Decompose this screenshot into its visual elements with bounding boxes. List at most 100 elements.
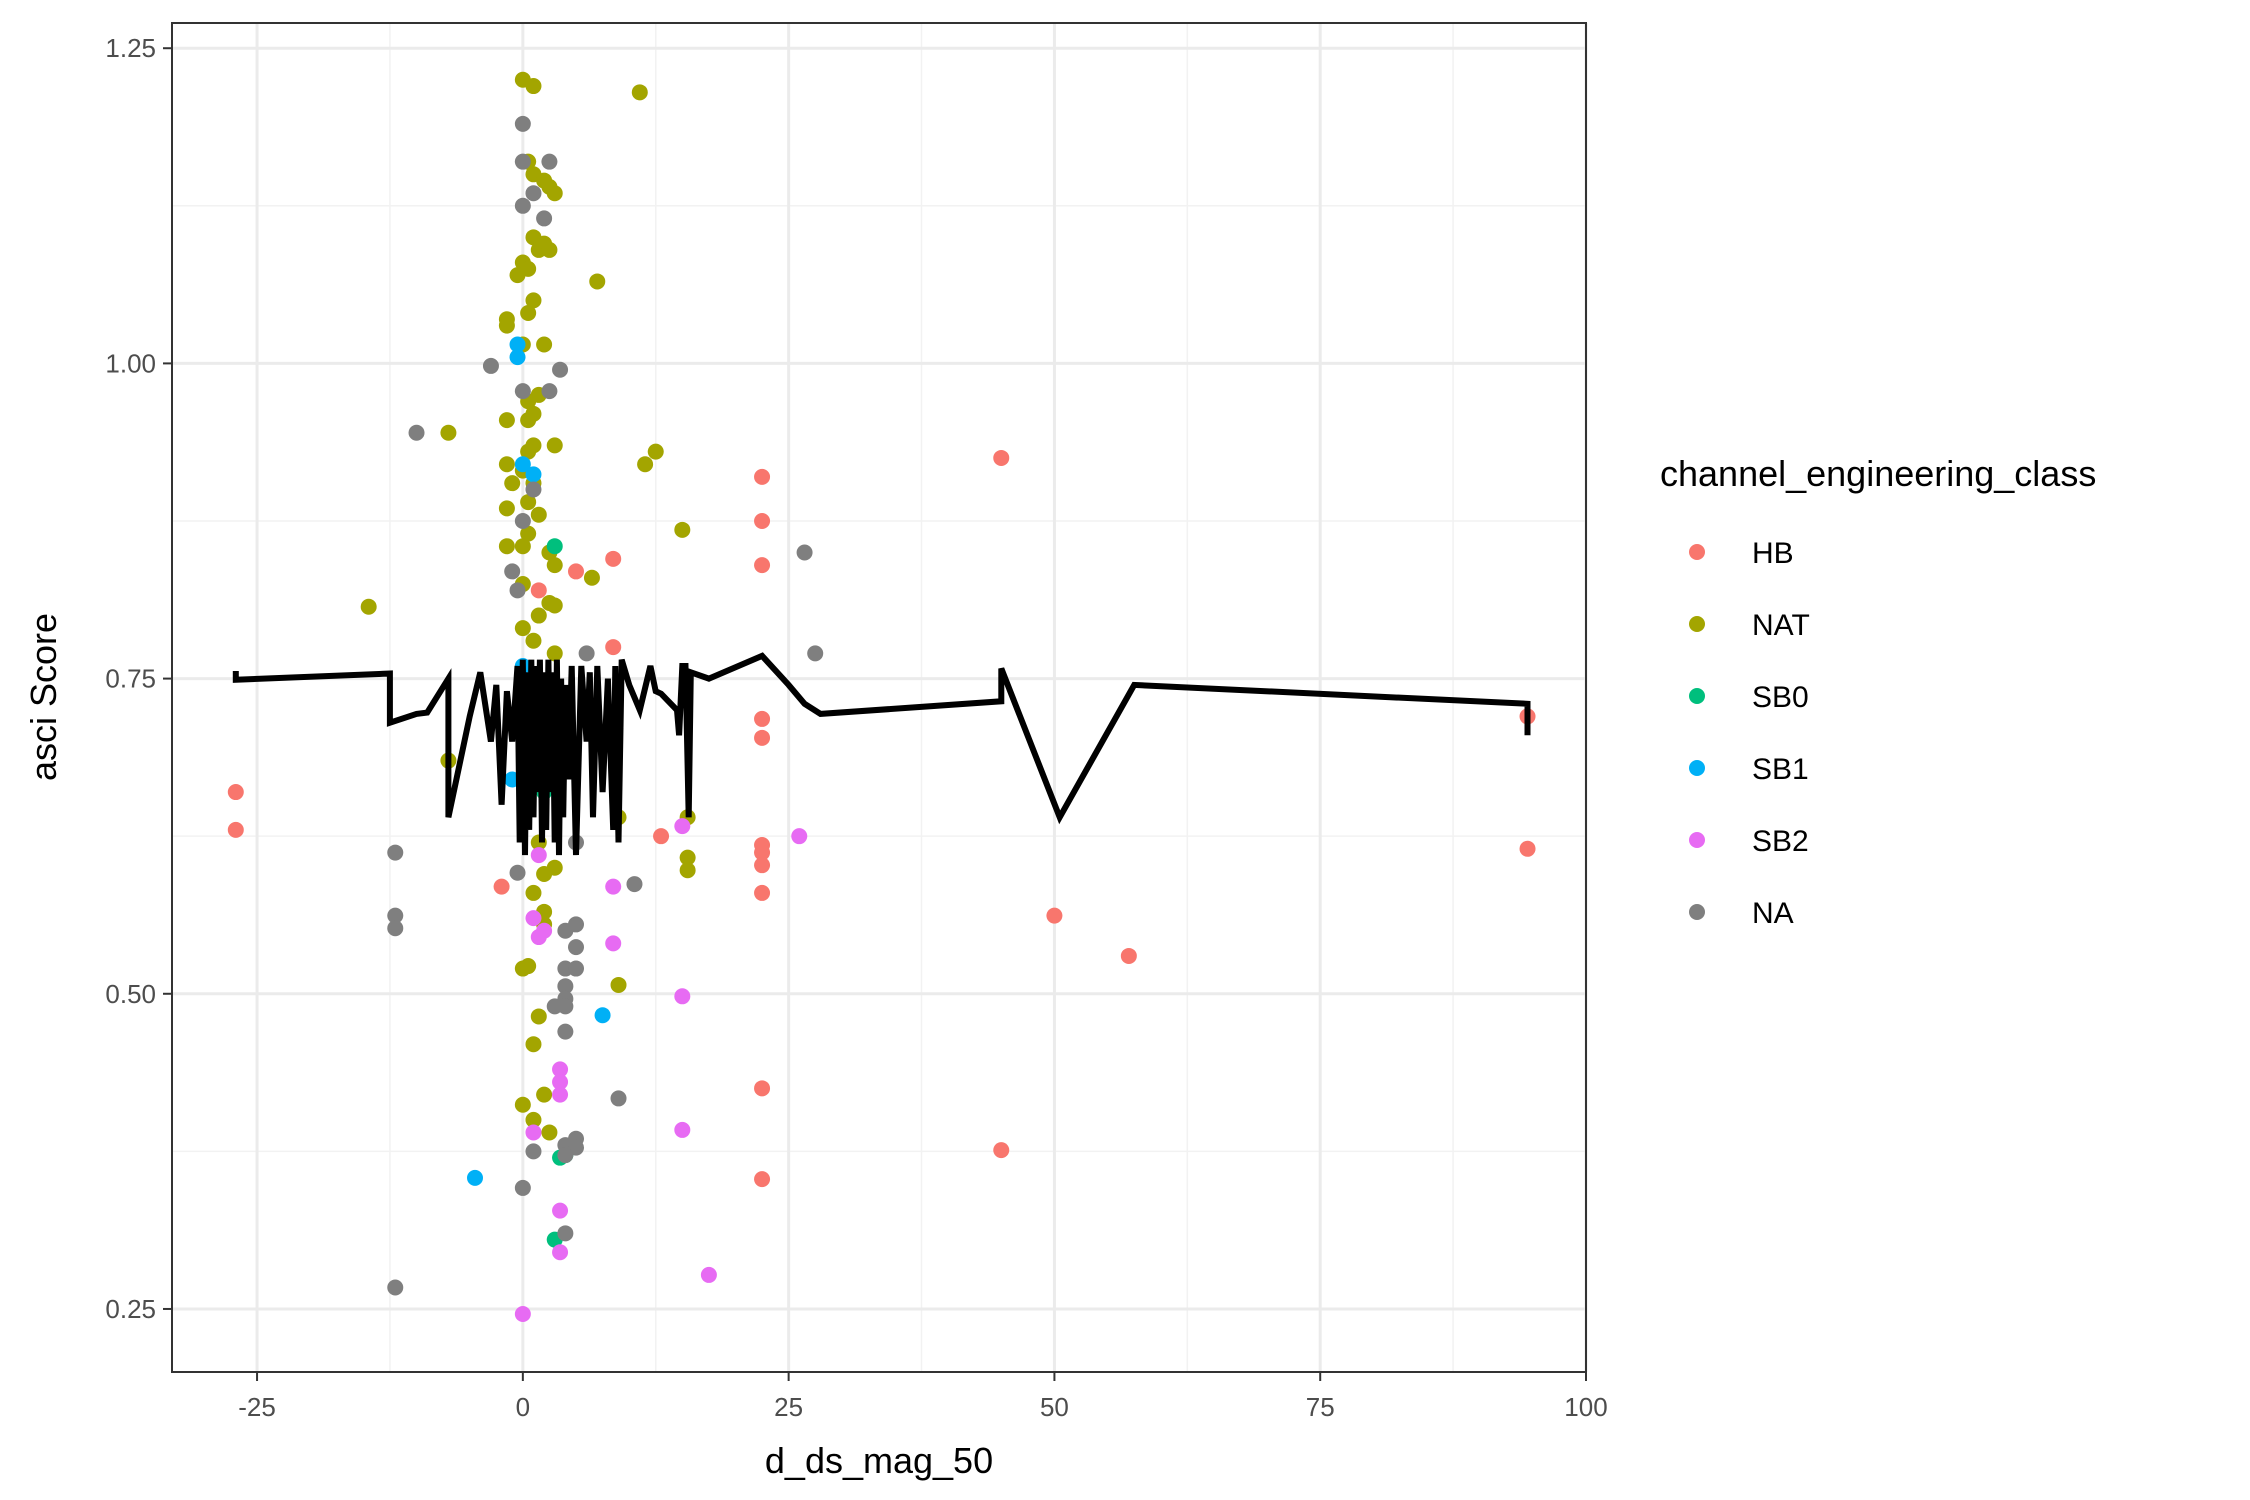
data-point — [605, 550, 622, 567]
data-point — [791, 828, 808, 845]
data-point — [552, 1074, 569, 1091]
legend-key-nat — [1689, 616, 1705, 632]
data-point — [568, 563, 584, 580]
legend-label-sb2: SB2 — [1752, 825, 1809, 858]
data-point — [1046, 907, 1063, 924]
data-point — [509, 582, 526, 599]
data-point — [631, 84, 648, 101]
data-point — [568, 960, 584, 977]
x-tick-label: 100 — [1564, 1392, 1607, 1422]
legend-label-na: NA — [1752, 897, 1794, 930]
y-tick-label: 1.00 — [105, 348, 156, 378]
data-point — [525, 185, 542, 202]
data-point — [653, 828, 670, 845]
data-point — [541, 383, 558, 400]
data-point — [679, 862, 696, 879]
data-point — [546, 557, 563, 574]
data-point — [520, 958, 537, 975]
data-point — [541, 241, 558, 258]
trend-line — [232, 652, 1531, 856]
data-point — [530, 506, 547, 523]
data-point — [557, 978, 574, 995]
data-point — [674, 1121, 691, 1138]
data-point — [509, 864, 526, 881]
y-axis-title: asci Score — [23, 613, 64, 781]
data-points-layer — [227, 71, 1536, 1323]
data-point — [360, 598, 377, 615]
legend-key-hb — [1689, 544, 1705, 560]
data-point — [1519, 840, 1536, 857]
legend-key-sb0 — [1689, 688, 1705, 704]
series-hb — [227, 449, 1536, 1188]
data-point — [541, 1124, 558, 1141]
data-point — [525, 910, 542, 927]
data-point — [536, 336, 553, 353]
data-point — [498, 456, 515, 473]
data-point — [807, 645, 824, 662]
data-point — [754, 710, 771, 727]
data-point — [514, 153, 531, 170]
data-point — [679, 849, 696, 866]
x-tick-label: 0 — [516, 1392, 530, 1422]
data-point — [530, 1008, 547, 1025]
data-point — [408, 424, 425, 441]
plot-border — [171, 22, 1587, 1373]
data-point — [525, 481, 542, 498]
data-point — [482, 357, 499, 374]
data-point — [514, 538, 531, 555]
x-axis: -25 0 25 50 75 100 — [238, 1372, 1608, 1422]
legend-label-sb1: SB1 — [1752, 753, 1809, 786]
data-point — [546, 538, 563, 555]
data-point — [552, 1244, 569, 1261]
x-tick-label: 50 — [1040, 1392, 1069, 1422]
data-point — [536, 210, 553, 227]
data-point — [552, 361, 569, 378]
y-tick-label: 0.25 — [105, 1294, 156, 1324]
data-point — [227, 784, 244, 801]
data-point — [514, 620, 531, 637]
data-point — [530, 929, 547, 946]
series-sb2 — [514, 818, 808, 1323]
data-point — [520, 304, 537, 321]
data-point — [993, 449, 1010, 466]
data-point — [754, 884, 771, 901]
data-point — [605, 935, 622, 952]
trend-line-layer — [232, 652, 1531, 856]
data-point — [514, 383, 531, 400]
data-point — [514, 1179, 531, 1196]
data-point — [514, 197, 531, 214]
data-point — [754, 857, 771, 874]
data-point — [557, 1225, 574, 1242]
data-point — [700, 1266, 717, 1283]
data-point — [530, 607, 547, 624]
data-point — [525, 1111, 542, 1128]
data-point — [754, 844, 771, 861]
data-point — [647, 443, 664, 460]
data-point — [546, 185, 563, 202]
data-point — [546, 437, 563, 454]
data-point — [514, 512, 531, 529]
data-point — [509, 349, 526, 366]
data-point — [754, 729, 771, 746]
data-point — [637, 456, 654, 473]
data-point — [552, 1202, 569, 1219]
data-point — [509, 336, 526, 353]
data-point — [674, 818, 691, 835]
data-point — [520, 525, 537, 542]
data-point — [530, 847, 547, 864]
data-point — [552, 1086, 569, 1103]
data-point — [525, 632, 542, 649]
data-point — [546, 645, 563, 662]
data-point — [387, 844, 404, 861]
data-point — [493, 878, 510, 895]
data-point — [509, 267, 526, 284]
data-point — [993, 1142, 1010, 1159]
data-point — [605, 878, 622, 895]
y-tick-label: 0.75 — [105, 664, 156, 694]
data-point — [1120, 947, 1137, 964]
data-point — [467, 1169, 483, 1186]
data-point — [557, 1147, 574, 1164]
data-point — [568, 939, 584, 956]
data-point — [557, 922, 574, 939]
